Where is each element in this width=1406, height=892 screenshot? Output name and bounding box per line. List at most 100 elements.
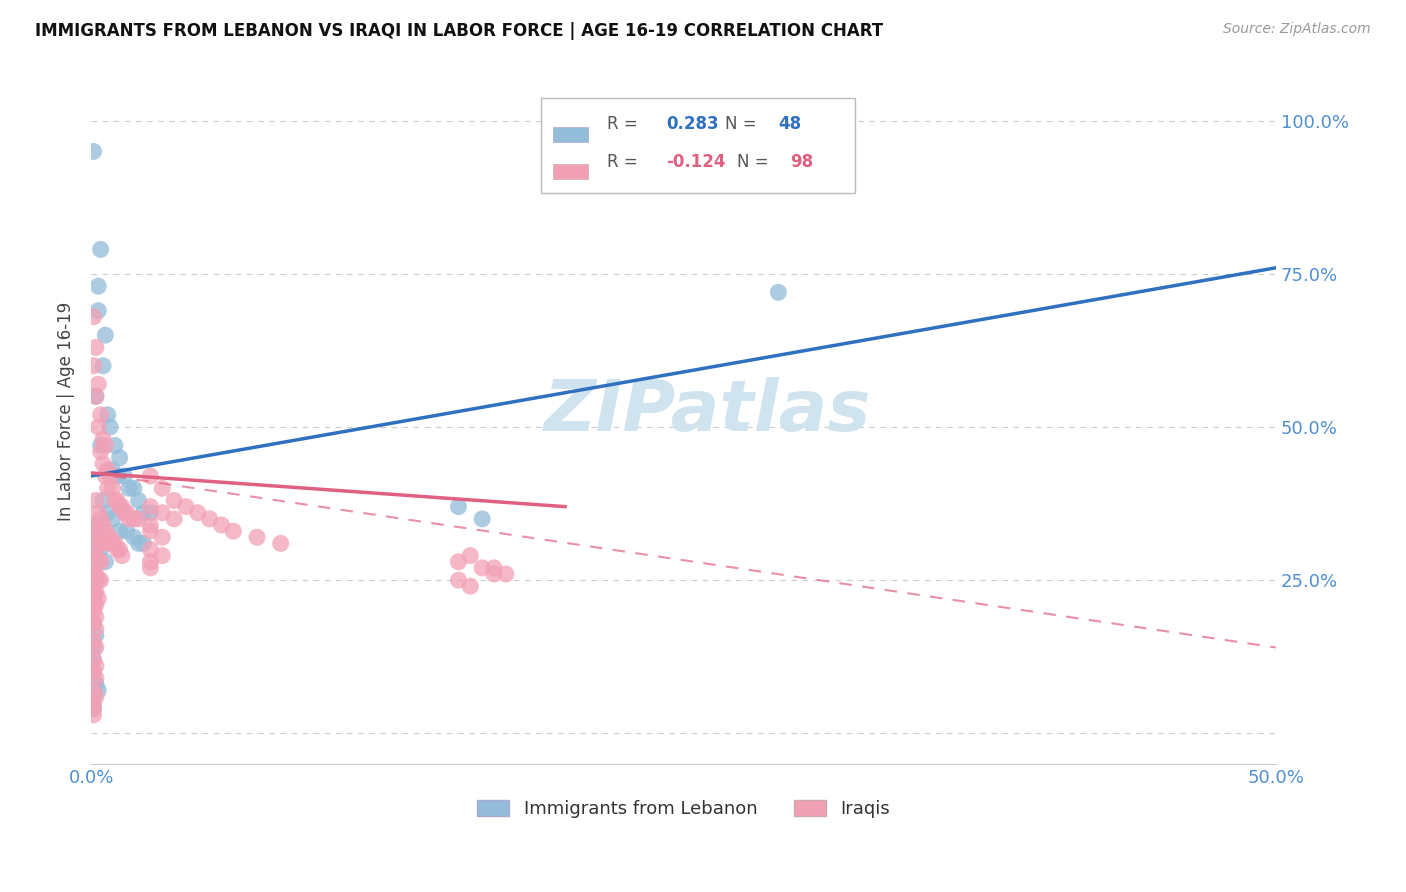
Point	[84, 640, 107, 655]
Point	[108, 500, 131, 514]
Point	[139, 524, 162, 538]
Y-axis label: In Labor Force | Age 16-19: In Labor Force | Age 16-19	[58, 302, 75, 521]
Point	[84, 585, 107, 599]
Point	[97, 463, 120, 477]
Point	[211, 518, 233, 533]
Point	[111, 500, 134, 514]
Point	[94, 524, 117, 538]
Point	[84, 690, 107, 704]
Point	[84, 598, 107, 612]
Point	[163, 493, 186, 508]
Point	[90, 438, 112, 452]
Point	[83, 653, 105, 667]
Point	[94, 438, 117, 452]
Point	[91, 518, 114, 533]
Point	[104, 493, 127, 508]
Point	[84, 628, 107, 642]
Point	[94, 469, 117, 483]
Point	[447, 500, 470, 514]
Point	[90, 555, 112, 569]
Point	[122, 512, 145, 526]
Point	[118, 512, 141, 526]
Point	[139, 518, 162, 533]
Point	[84, 677, 107, 691]
Point	[495, 566, 517, 581]
Point	[90, 243, 112, 257]
Point	[87, 573, 110, 587]
Point	[108, 524, 131, 538]
Point	[87, 506, 110, 520]
Point	[132, 536, 155, 550]
Point	[270, 536, 292, 550]
Point	[128, 512, 150, 526]
Point	[471, 561, 494, 575]
Point	[104, 438, 127, 452]
Point	[94, 328, 117, 343]
Point	[122, 481, 145, 495]
Point	[83, 566, 105, 581]
Point	[458, 579, 481, 593]
Point	[87, 377, 110, 392]
Point	[84, 658, 107, 673]
FancyBboxPatch shape	[541, 98, 855, 194]
Point	[150, 530, 173, 544]
Point	[91, 536, 114, 550]
Point	[90, 444, 112, 458]
Text: R =: R =	[606, 115, 637, 134]
Point	[98, 420, 121, 434]
Point	[101, 536, 124, 550]
Point	[97, 506, 120, 520]
Point	[150, 506, 173, 520]
Point	[83, 696, 105, 710]
Point	[84, 671, 107, 685]
Point	[98, 530, 121, 544]
Point	[84, 340, 107, 354]
Point	[83, 702, 105, 716]
Point	[101, 463, 124, 477]
Point	[222, 524, 245, 538]
Point	[447, 573, 470, 587]
Text: 48: 48	[779, 115, 801, 134]
Text: N =: N =	[737, 153, 769, 170]
Point	[84, 518, 107, 533]
Point	[90, 408, 112, 422]
Point	[83, 615, 105, 630]
Point	[83, 561, 105, 575]
Point	[118, 481, 141, 495]
Point	[91, 432, 114, 446]
Point	[91, 493, 114, 508]
Point	[83, 542, 105, 557]
Point	[83, 591, 105, 606]
Point	[87, 420, 110, 434]
FancyBboxPatch shape	[553, 127, 588, 142]
Text: R =: R =	[606, 153, 637, 170]
Point	[187, 506, 209, 520]
Point	[97, 530, 120, 544]
Point	[482, 561, 505, 575]
Point	[458, 549, 481, 563]
Point	[83, 702, 105, 716]
Point	[768, 285, 790, 300]
Point	[91, 359, 114, 373]
Point	[115, 524, 138, 538]
Point	[101, 512, 124, 526]
Text: -0.124: -0.124	[666, 153, 725, 170]
Text: N =: N =	[725, 115, 756, 134]
Point	[83, 665, 105, 679]
Point	[115, 506, 138, 520]
Point	[105, 469, 128, 483]
Legend: Immigrants from Lebanon, Iraqis: Immigrants from Lebanon, Iraqis	[470, 792, 897, 825]
Point	[482, 566, 505, 581]
Point	[83, 665, 105, 679]
Point	[112, 506, 135, 520]
Point	[447, 555, 470, 569]
Point	[471, 512, 494, 526]
Point	[90, 542, 112, 557]
Point	[104, 536, 127, 550]
Point	[150, 481, 173, 495]
Point	[105, 542, 128, 557]
Point	[84, 610, 107, 624]
Point	[139, 500, 162, 514]
Point	[105, 493, 128, 508]
Point	[84, 622, 107, 636]
